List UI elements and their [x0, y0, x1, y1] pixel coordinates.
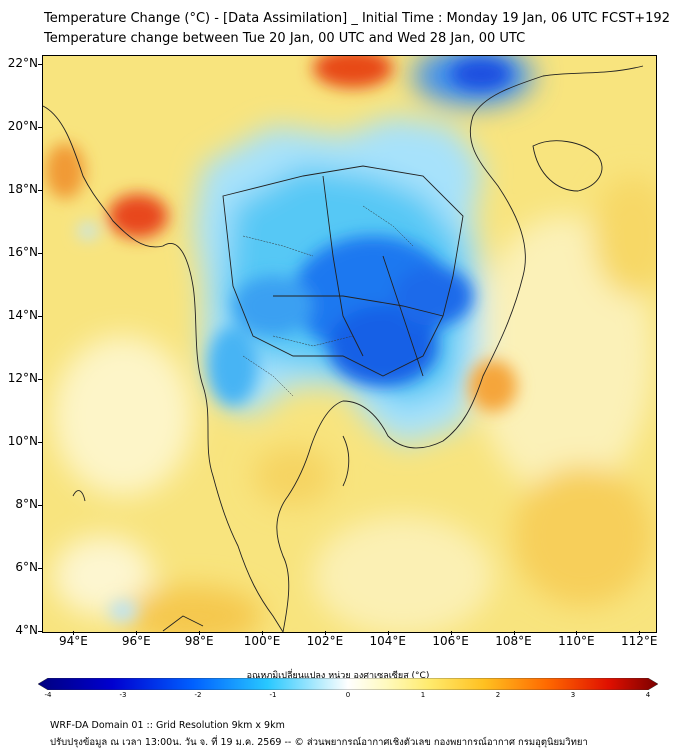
lat-tick-label: 14°N	[7, 308, 38, 323]
lat-tick-mark	[38, 631, 42, 632]
colorbar-tick-label: -1	[269, 691, 277, 699]
lat-tick-mark	[38, 568, 42, 570]
lat-tick-mark	[38, 127, 42, 129]
lon-tick-label: 112°E	[621, 634, 658, 648]
lat-tick-label: 8°N	[15, 497, 38, 512]
colorbar-tick-label: 0	[345, 691, 351, 699]
lon-tick-mark	[639, 631, 641, 635]
lon-tick-mark	[576, 631, 578, 635]
colorbar-tick-label: -2	[194, 691, 202, 699]
lon-tick-mark	[73, 631, 75, 635]
footer-model-info: WRF-DA Domain 01 :: Grid Resolution 9km …	[50, 720, 285, 731]
lon-tick-label: 102°E	[306, 634, 344, 648]
lat-tick-label: 12°N	[7, 371, 38, 386]
map-field	[43, 56, 656, 632]
lat-tick-mark	[38, 505, 42, 507]
lat-tick-mark	[38, 442, 42, 444]
lon-tick-label: 98°E	[184, 634, 214, 648]
lon-tick-mark	[136, 631, 138, 635]
colorbar-tick-label: 4	[645, 691, 651, 699]
lon-tick-label: 108°E	[495, 634, 532, 648]
map-title: Temperature Change (°C) - [Data Assimila…	[44, 11, 670, 26]
lat-tick-mark	[38, 253, 42, 255]
colorbar-tick-label: 1	[420, 691, 426, 699]
lat-tick-label: 20°N	[7, 119, 38, 134]
colorbar-tick-label: 3	[570, 691, 576, 699]
lat-tick-label: 6°N	[15, 560, 38, 575]
colorbar-tick-label: -4	[44, 691, 52, 699]
temperature-change-map	[42, 55, 657, 633]
lat-tick-label: 18°N	[7, 182, 38, 197]
lon-tick-mark	[450, 631, 452, 635]
lon-tick-label: 96°E	[121, 634, 151, 648]
footer-update-info: ปรับปรุงข้อมูล ณ เวลา 13:00น. วัน จ. ที่…	[50, 737, 588, 748]
map-subtitle: Temperature change between Tue 20 Jan, 0…	[44, 31, 526, 46]
lat-tick-mark	[38, 379, 42, 381]
lon-tick-mark	[387, 631, 389, 635]
lon-tick-mark	[513, 631, 515, 635]
lon-tick-label: 106°E	[432, 634, 469, 648]
lat-tick-mark	[38, 316, 42, 318]
lon-tick-mark	[262, 631, 264, 635]
lat-tick-label: 4°N	[15, 623, 38, 637]
lon-tick-label: 100°E	[243, 634, 281, 648]
lon-tick-label: 104°E	[369, 634, 407, 648]
lon-tick-label: 110°E	[558, 634, 595, 648]
lat-tick-label: 16°N	[7, 245, 38, 260]
colorbar-tick-label: 2	[495, 691, 501, 699]
lon-tick-mark	[199, 631, 201, 635]
colorbar-tick-label: -3	[119, 691, 127, 699]
colorbar-label: อุณหภูมิเปลี่ยนแปลง หน่วย องศาเซลเซียส (…	[246, 671, 430, 681]
lon-tick-mark	[324, 631, 326, 635]
lon-tick-label: 94°E	[58, 634, 88, 648]
lat-tick-label: 22°N	[7, 56, 38, 71]
lat-tick-label: 10°N	[7, 434, 38, 449]
lat-tick-mark	[38, 190, 42, 192]
colorbar	[38, 678, 658, 690]
lat-tick-mark	[38, 64, 42, 66]
